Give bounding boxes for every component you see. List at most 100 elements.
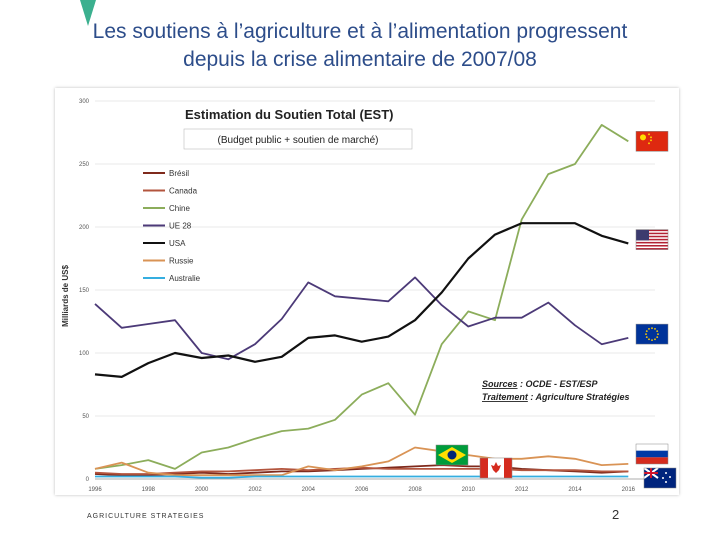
x-tick-label: 2006 [355,487,369,493]
source-text: : OCDE - EST/ESP [518,379,599,389]
grid-layer [95,100,655,480]
x-tick-label: 2002 [248,487,262,493]
eu-flag-star [645,330,648,332]
chart-subtitle-box [183,128,413,150]
usa-flag-stripe [636,244,668,247]
legend: Brésil Canada Chine UE 28 USA Russie Australie [143,169,201,283]
usa-flag-canton [636,229,649,241]
china-flag-small-star [648,133,650,136]
eu-flag-star [657,333,659,335]
legend-label-2: Chine [169,204,190,213]
x-tick-label: 2012 [515,487,529,493]
source-note: Sources : OCDE - EST/ESP [482,379,599,389]
chart-subtitle: (Budget public + soutien de marché) [218,135,379,146]
brazil-flag-icon [435,444,469,466]
footer-brand: AGRICULTURE STRATEGIES [87,513,205,520]
canada-flag-band-left [480,458,488,478]
usa-flag-icon [635,229,669,250]
eu-flag-star [651,327,653,329]
slide-title-line-2: depuis la crise alimentaire de 2007/08 [183,48,537,71]
treatment-label: Traitement [482,392,529,402]
legend-label-5: Russie [169,257,194,266]
legend-label-3: UE 28 [169,222,192,231]
australia-flag-star [665,472,667,474]
legend-label-1: Canada [169,187,198,196]
eu-flag-star [656,330,659,332]
series-line-3 [94,276,629,361]
flag-layer [435,131,677,489]
eu-flag-icon [635,323,669,345]
series-layer [94,124,629,479]
treatment-text: : Agriculture Stratégies [528,392,630,402]
y-tick-label: 0 [86,477,90,483]
eu-flag-star [654,338,656,341]
eu-flag-star [648,328,650,330]
legend-label-6: Australie [169,274,201,283]
eu-flag-star [648,338,650,341]
australia-flag-star [662,477,664,479]
china-flag-small-star [650,136,652,139]
china-flag-small-star [648,142,650,145]
russia-flag-icon [635,443,669,465]
slide-title: Les soutiens à l’agriculture et à l’alim… [20,18,700,74]
x-tick-label: 2010 [462,487,476,493]
eu-flag-border [635,323,669,345]
y-tick-label: 100 [79,351,90,357]
series-line-2 [94,124,629,470]
australia-flag-cross-h [644,472,658,474]
brazil-flag-border [435,444,469,466]
x-tick-label: 2014 [568,487,582,493]
eu-flag-field [636,324,668,345]
page-number: 2 [612,507,620,522]
chart-frame: 0 50 100 150 200 250 300 1996 1998 2000 2002 2004 20… [55,88,679,495]
y-tick-label: 150 [79,288,90,294]
brazil-flag-globe [447,450,457,460]
canada-flag-band-right [504,458,512,478]
series-line-4 [94,222,629,378]
usa-flag-stripe [636,248,668,250]
australia-flag-star [669,476,671,478]
canada-flag-icon [479,457,513,479]
eu-flag-star [645,333,647,335]
russia-flag-red [636,457,668,464]
usa-flag-border [635,229,669,250]
eu-flag-star [651,339,653,341]
eu-flag-star [645,336,648,338]
y-tick-label: 200 [79,225,90,231]
canada-flag-border [479,457,513,479]
series-line-1 [94,466,629,475]
x-tick-label: 2000 [195,487,209,493]
source-label: Sources [482,379,518,389]
axis-layer: 0 50 100 150 200 250 300 1996 1998 2000 2002 2004 20… [79,99,655,493]
series-line-5 [94,446,629,477]
russia-flag-blue [636,450,668,458]
legend-label-0: Brésil [169,169,189,178]
legend-label-4: USA [169,239,186,248]
x-tick-label: 1998 [142,487,156,493]
china-flag-border [635,131,669,152]
usa-flag-stripe [636,229,668,232]
china-flag-star [640,134,646,141]
china-flag-field [636,131,668,152]
usa-flag-stripe [636,235,668,238]
eu-flag-star [656,336,659,338]
x-tick-label: 2004 [302,487,316,493]
usa-flag-stripe [636,238,668,241]
usa-flag-stripe [636,232,668,235]
y-axis-label: Milliards de US$ [61,265,70,327]
y-tick-label: 300 [79,99,90,105]
australia-flag-star [665,481,667,483]
slide-title-line-1: Les soutiens à l’agriculture et à l’alim… [92,20,628,43]
chart-title: Estimation du Soutien Total (EST) [185,107,393,122]
y-tick-label: 250 [79,162,90,168]
x-tick-label: 1996 [88,487,102,493]
x-tick-label: 2016 [622,487,636,493]
usa-flag-stripe [636,241,668,244]
line-chart: 0 50 100 150 200 250 300 1996 1998 2000 2002 2004 20… [61,99,677,493]
china-flag-small-star [650,139,652,142]
treatment-note: Traitement : Agriculture Stratégies [482,392,630,402]
logo-triangle-icon [80,0,96,26]
australia-flag-icon [643,467,677,489]
canada-flag-leaf [491,462,501,473]
y-tick-label: 50 [82,414,89,420]
